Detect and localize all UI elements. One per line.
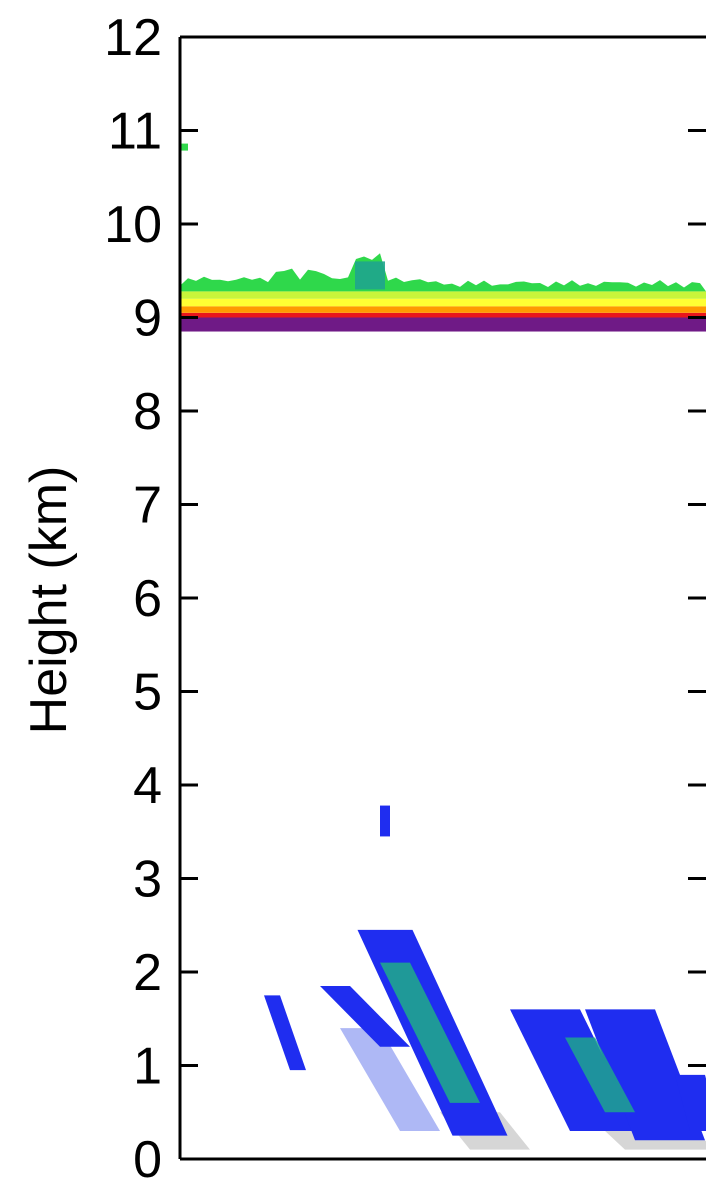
y-tick-label: 1 <box>133 1038 162 1096</box>
layer-band <box>180 312 706 318</box>
layer-band <box>180 298 706 307</box>
y-tick-label: 11 <box>108 103 162 161</box>
y-tick-label: 5 <box>133 664 162 722</box>
y-tick-label: 4 <box>133 757 162 815</box>
y-tick-label: 10 <box>104 196 162 254</box>
y-tick-label: 12 <box>104 9 162 67</box>
y-tick-label: 2 <box>133 944 162 1002</box>
precip-streak <box>340 1028 440 1131</box>
y-tick-label: 6 <box>133 570 162 628</box>
precip-streak <box>320 986 410 1047</box>
isolated-echo <box>180 143 188 151</box>
precip-streak <box>565 1037 635 1113</box>
layer-band <box>180 317 706 332</box>
y-tick-label: 9 <box>133 290 162 348</box>
plot-content <box>180 143 706 1150</box>
precip-streak <box>675 1074 706 1131</box>
y-tick-label: 7 <box>133 477 162 535</box>
precip-streak <box>380 962 480 1103</box>
cloud-top-edge <box>180 253 706 292</box>
cloud-top-turret <box>355 261 385 290</box>
y-axis-label: Height (km) <box>20 466 78 735</box>
layer-band <box>180 291 706 299</box>
y-tick-label: 0 <box>133 1131 162 1181</box>
y-tick-label: 3 <box>133 851 162 909</box>
isolated-echo <box>380 805 390 837</box>
layer-band <box>180 306 706 313</box>
precip-streak <box>585 1009 705 1141</box>
y-tick-label: 8 <box>133 383 162 441</box>
precip-streak <box>264 995 306 1071</box>
